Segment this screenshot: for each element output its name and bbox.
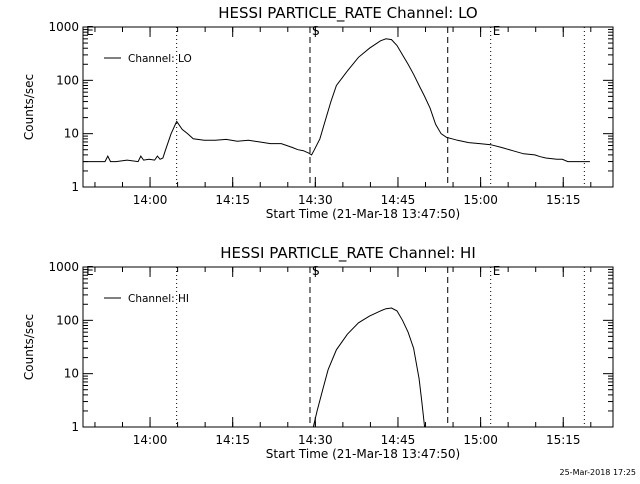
chart-hi: HESSI PARTICLE_RATE Channel: HI 1 10 100 100… [22, 244, 614, 461]
x-tick-label: 14:30 [298, 433, 333, 447]
marker-label: E [86, 264, 94, 278]
x-tick-label: 14:15 [215, 193, 250, 207]
plot-frame [82, 266, 614, 428]
timestamp-label: 25-Mar-2018 17:25 [560, 468, 637, 477]
x-tick-label: 14:45 [381, 193, 416, 207]
y-tick-label: 100 [56, 73, 79, 87]
y-axis-label: Counts/sec [22, 314, 36, 380]
x-axis-label: Start Time (21-Mar-18 13:47:50) [266, 447, 460, 461]
x-tick-label: 14:00 [133, 433, 168, 447]
y-tick-label: 1 [71, 180, 79, 194]
chart-title: HESSI PARTICLE_RATE Channel: LO [218, 4, 477, 23]
marker-label: E [493, 24, 501, 38]
y-tick-label: 100 [56, 313, 79, 327]
series-line [312, 307, 426, 428]
y-tick-label: 10 [64, 127, 79, 141]
x-tick-label: 15:15 [546, 433, 581, 447]
legend-label: Channel: HI [128, 293, 189, 305]
x-tick-label: 15:00 [463, 193, 498, 207]
x-tick-label: 14:15 [215, 433, 250, 447]
x-tick-label: 15:15 [546, 193, 581, 207]
y-tick-label: 1000 [48, 20, 79, 34]
x-tick-label: 15:00 [463, 433, 498, 447]
y-axis-label: Counts/sec [22, 74, 36, 140]
x-tick-label: 14:45 [381, 433, 416, 447]
chart-title: HESSI PARTICLE_RATE Channel: HI [220, 244, 476, 263]
x-tick-label: 14:30 [298, 193, 333, 207]
plot-frame [82, 26, 614, 188]
marker-label: S [312, 24, 320, 38]
y-tick-label: 1 [71, 420, 79, 434]
y-tick-label: 1000 [48, 260, 79, 274]
x-axis-label: Start Time (21-Mar-18 13:47:50) [266, 207, 460, 221]
marker-label: E [86, 24, 94, 38]
marker-label: E [493, 264, 501, 278]
x-tick-label: 14:00 [133, 193, 168, 207]
y-tick-label: 10 [64, 367, 79, 381]
series-line [83, 38, 590, 163]
chart-lo: HESSI PARTICLE_RATE Channel: LO 1 10 100 100… [22, 4, 614, 221]
marker-label: S [312, 264, 320, 278]
legend-label: Channel: LO [128, 53, 192, 65]
